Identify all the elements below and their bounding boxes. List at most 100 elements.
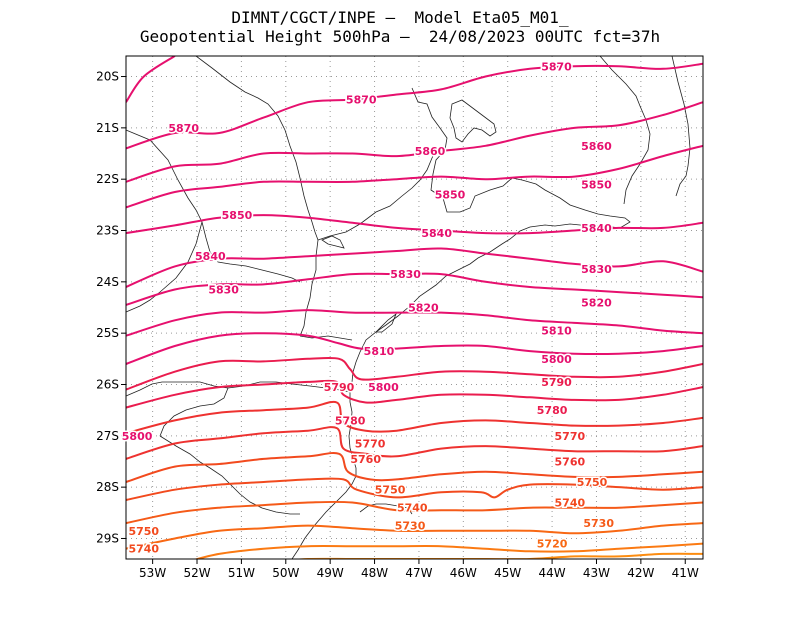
contour-5810 [126,309,703,337]
contour-label: 5800 [368,381,399,394]
contour-5820 [126,272,703,306]
y-tick-label: 24S [96,275,119,289]
y-tick-label: 22S [96,172,119,186]
coastline-east [671,56,691,197]
contour-label: 5760 [350,453,381,466]
contour-label: 5750 [375,484,406,497]
y-tick-label: 29S [96,531,119,545]
lake [449,99,497,143]
contour-label: 5780 [537,404,568,417]
state-border [126,129,301,283]
contour-5860 [126,101,703,183]
country-border [126,381,229,397]
contour-label: 5810 [364,345,395,358]
contour-5700 [292,552,703,559]
contour-label: 5820 [581,296,612,309]
contour-label: 5760 [555,455,586,468]
contour-label: 5730 [583,517,614,530]
contour-label: 5830 [581,263,612,276]
contour-label: 5800 [122,430,153,443]
contour-label: 5750 [128,525,159,538]
contour-label: 5870 [168,122,199,135]
river [126,221,203,313]
contour-5840 [126,214,703,235]
contour-label: 5850 [222,209,253,222]
reservoir [321,235,345,249]
coastline-north [599,56,651,205]
contour-label: 5870 [346,94,377,107]
contour-5790 [126,356,703,391]
x-tick-label: 43W [583,566,610,580]
x-tick-label: 47W [405,566,432,580]
y-tick-label: 25S [96,326,119,340]
contour-label: 5730 [395,520,426,533]
x-tick-label: 41W [672,566,699,580]
x-tick-label: 53W [139,566,166,580]
contour-5750 [126,451,703,483]
contour-5720 [126,522,703,550]
contour-5770 [126,400,703,435]
contour-5850 [126,144,703,209]
contour-label: 5840 [421,227,452,240]
plot-frame [125,55,704,560]
contour-5800 [126,332,703,365]
contour-label: 5770 [555,430,586,443]
contour-labels: 5870 5870 5870 5860 5860 5850 5850 5850 5840 5840… [120,59,616,557]
state-border [195,56,319,241]
contour-5830 [126,247,703,288]
y-tick-label: 21S [96,121,119,135]
contour-label: 5830 [208,284,239,297]
contour-5710 [193,542,703,559]
contour-label: 5830 [390,268,421,281]
coastline [291,87,631,559]
contour-label: 5750 [577,476,608,489]
x-tick-label: 46W [450,566,477,580]
contour-label: 5810 [541,325,572,338]
x-tick-label: 42W [627,566,654,580]
x-tick-label: 48W [361,566,388,580]
coastline-boundaries [126,56,691,559]
contour-label: 5740 [128,543,159,556]
x-tick-label: 51W [228,566,255,580]
contour-label: 5840 [581,222,612,235]
country-border [159,387,229,437]
contour-5730 [126,500,703,525]
contour-label: 5850 [581,178,612,191]
state-border [317,149,437,241]
contour-label: 5870 [541,60,572,73]
state-border [159,435,300,515]
contour-5740 [126,477,703,501]
contour-lines [126,56,703,559]
x-tick-label: 52W [183,566,210,580]
contour-label: 5740 [555,497,586,510]
contour-label: 5720 [537,538,568,551]
contour-label: 5860 [581,140,612,153]
contour-label: 5850 [435,189,466,202]
chart-title-line1: DIMNT/CGCT/INPE — Model Eta05_M01_ [231,8,569,27]
contour-5780 [126,379,703,409]
x-tick-label: 50W [272,566,299,580]
contour-label: 5770 [355,438,386,451]
contour-label: 5740 [397,502,428,515]
contour-label: 5780 [335,414,366,427]
contour-label: 5820 [408,302,439,315]
x-tick-label: 49W [317,566,344,580]
contour-5760 [126,426,703,460]
contour-label: 5840 [195,250,226,263]
state-border [299,335,353,341]
y-tick-label: 28S [96,480,119,494]
contour-label: 5790 [541,376,572,389]
state-border [299,239,319,337]
contour-label: 5860 [415,145,446,158]
chart-title-line2: Geopotential Height 500hPa — 24/08/2023 … [139,27,661,46]
contour-label: 5800 [541,353,572,366]
y-tick-label: 20S [96,70,119,84]
y-tick-label: 26S [96,377,119,391]
x-tick-label: 44W [539,566,566,580]
coastline-inlet [375,312,397,333]
contour-label: 5790 [324,381,355,394]
y-tick-label: 27S [96,429,119,443]
contour-5870 [126,62,703,150]
contour-5870 [126,56,176,103]
y-tick-label: 23S [96,224,119,238]
